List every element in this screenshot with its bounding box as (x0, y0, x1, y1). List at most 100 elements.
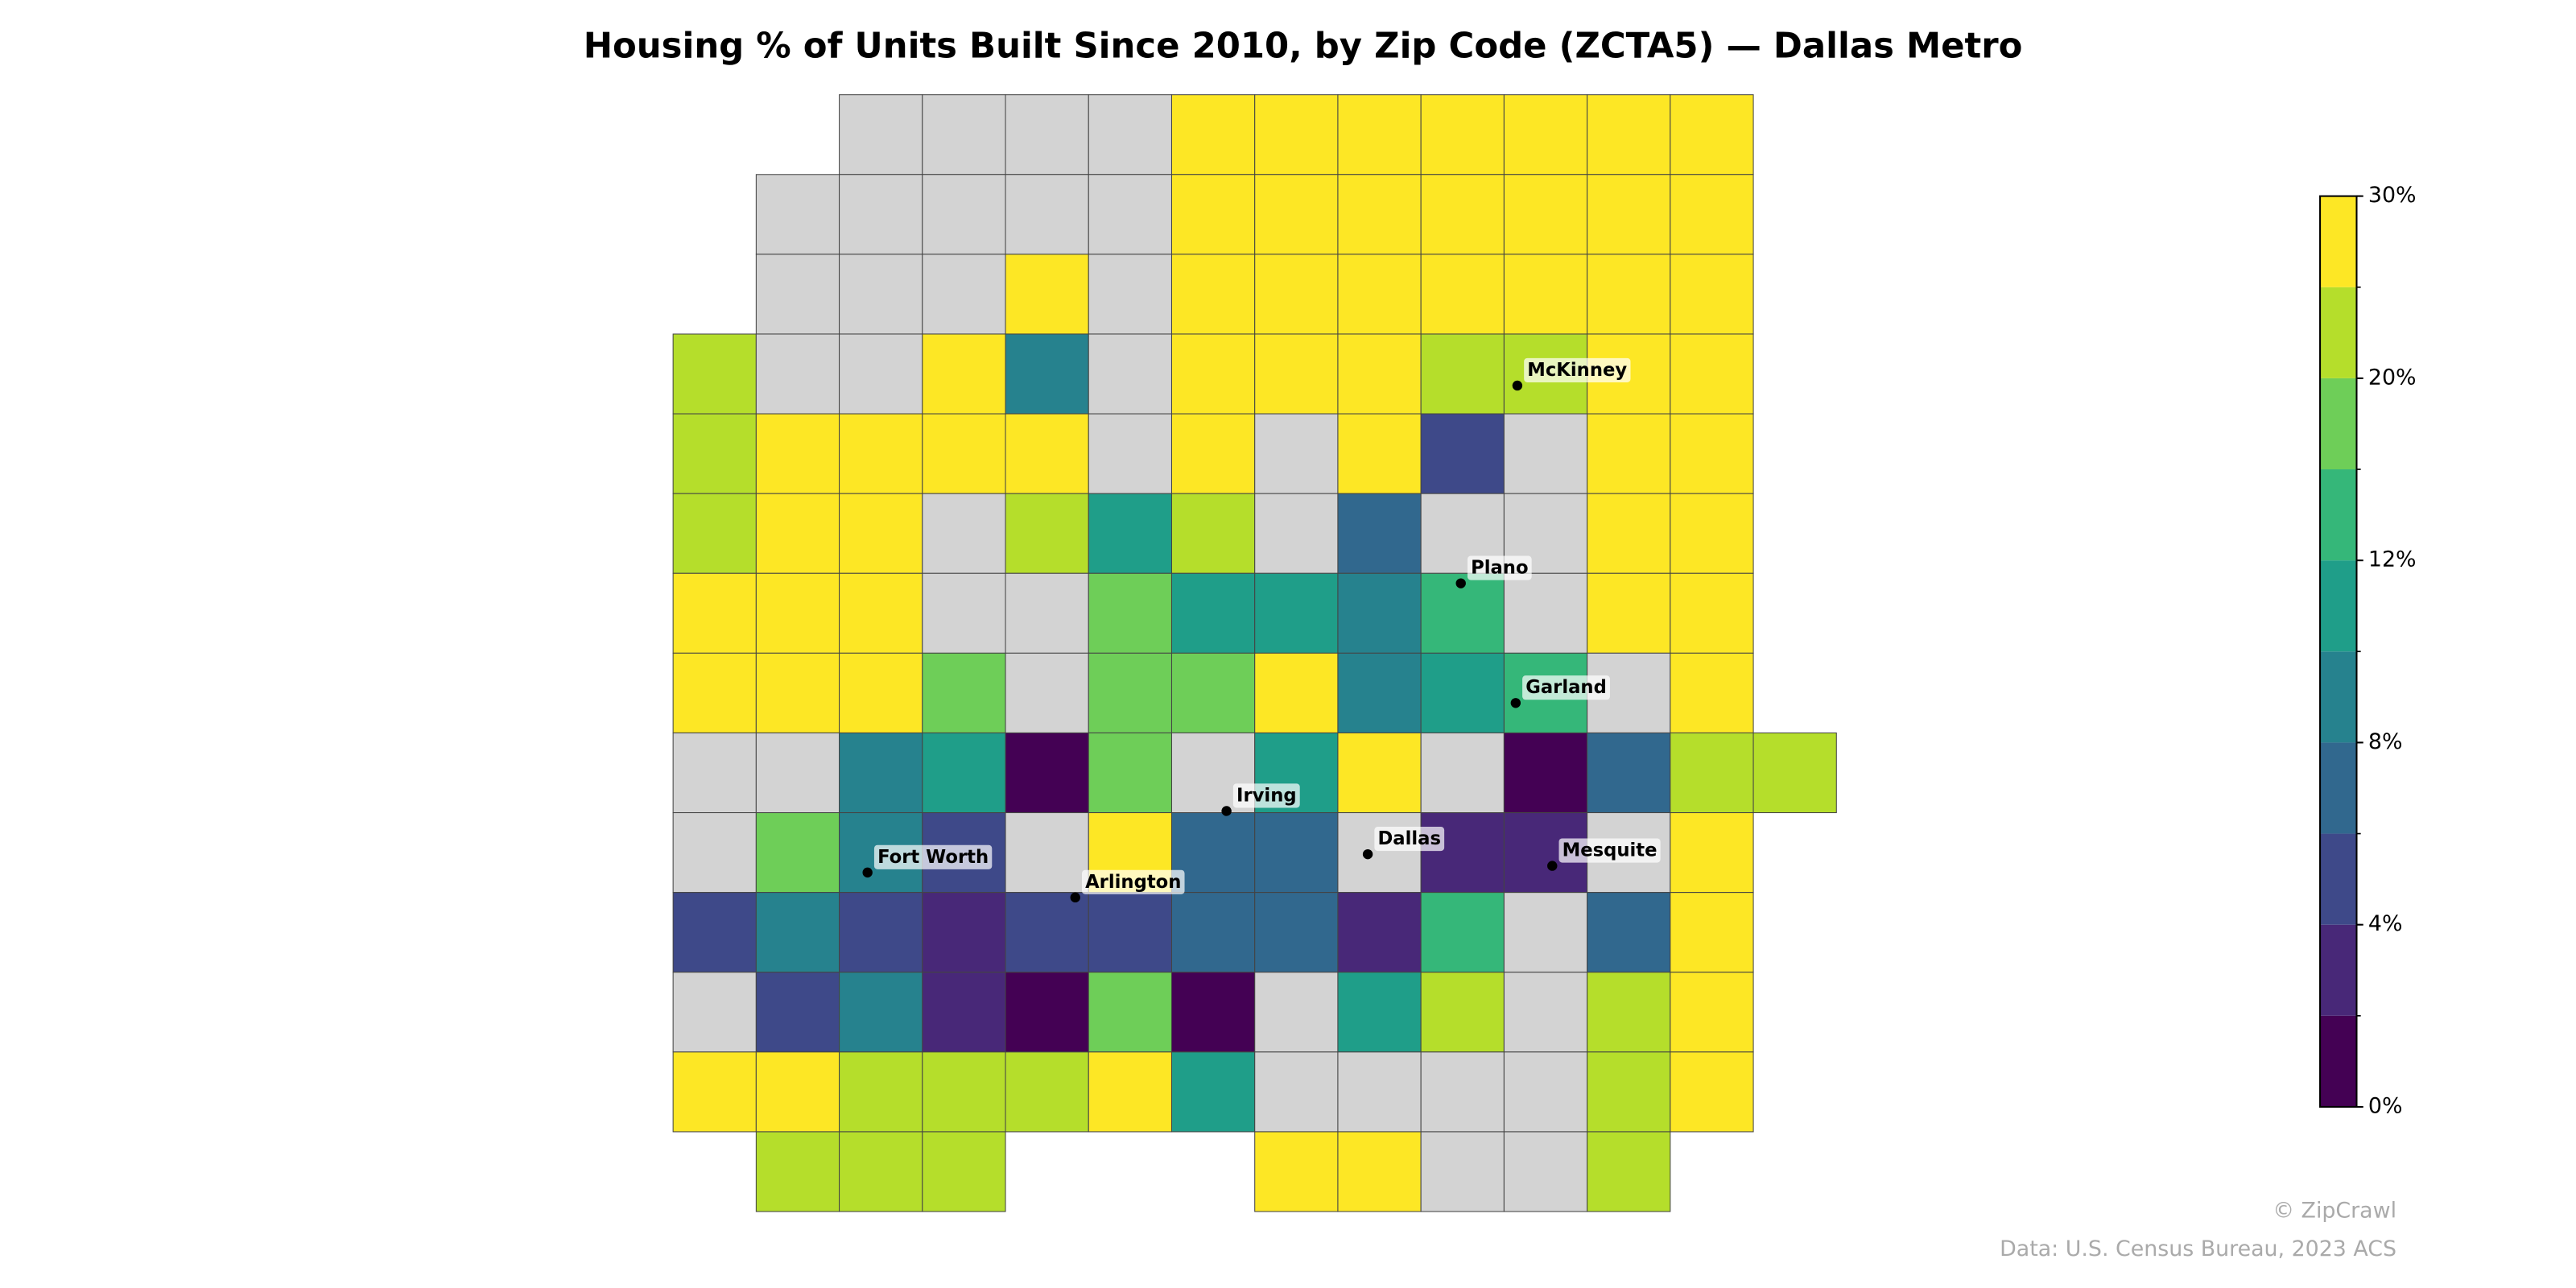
zip-zone (922, 572, 1006, 654)
city-dot (1512, 380, 1523, 391)
colorbar-tick-label: 4% (2368, 911, 2403, 936)
zip-zone (1170, 413, 1256, 494)
zip-zone (1254, 572, 1339, 654)
zip-zone (1170, 572, 1256, 654)
zip-zone (922, 94, 1006, 175)
zip-zone (1420, 413, 1505, 494)
zip-zone (1005, 493, 1089, 574)
zip-zone (1587, 413, 1671, 494)
zip-zone (1503, 892, 1588, 973)
zip-zone (1670, 254, 1754, 335)
zip-zone (1587, 1131, 1671, 1212)
zip-zone (755, 972, 840, 1053)
city-label: Fort Worth (877, 847, 989, 868)
zip-zone (755, 572, 840, 654)
zip-zone (1420, 174, 1505, 255)
source-note: Data: U.S. Census Bureau, 2023 ACS (2000, 1236, 2396, 1261)
zip-zone (755, 892, 840, 973)
zip-zone (1005, 333, 1089, 415)
zip-zone (1587, 572, 1671, 654)
zip-zone (1420, 333, 1505, 415)
zip-zone (839, 174, 923, 255)
zip-zone (755, 732, 840, 814)
colorbar-bin (2320, 469, 2357, 561)
zip-zone (922, 254, 1006, 335)
zip-zone (839, 254, 923, 335)
zip-zone (1254, 972, 1339, 1053)
zip-zone (1088, 413, 1172, 494)
zip-zone (672, 413, 757, 494)
zip-zone (1670, 812, 1754, 894)
zip-zone (1005, 572, 1089, 654)
zip-zone (1670, 972, 1754, 1053)
zip-zone (1503, 1051, 1588, 1133)
city-dot (1455, 578, 1466, 588)
city-dot (1221, 806, 1232, 816)
zip-zone (1170, 892, 1256, 973)
zip-zone (672, 572, 757, 654)
zip-zone (1420, 972, 1505, 1053)
city-label: Dallas (1377, 828, 1441, 849)
city-label-bg (1467, 555, 1532, 580)
zip-zone (1670, 652, 1754, 733)
zip-zone (1337, 732, 1422, 814)
zip-zone (839, 94, 923, 175)
city-label-bg (1232, 783, 1300, 808)
zip-zone (1254, 413, 1339, 494)
zip-zone (1088, 732, 1172, 814)
colorbar-tick-label: 30% (2368, 183, 2417, 208)
zip-zone (755, 413, 840, 494)
zip-zone (1503, 572, 1588, 654)
colorbar-bin (2320, 560, 2357, 652)
zip-zone (1670, 1051, 1754, 1133)
zip-zone (1337, 174, 1422, 255)
zip-zone (1005, 892, 1089, 973)
zip-zone (839, 572, 923, 654)
zip-zone (672, 1051, 757, 1133)
zip-zone (672, 812, 757, 894)
zip-zone (1670, 493, 1754, 574)
zip-zone (1088, 972, 1172, 1053)
zip-zone (755, 493, 840, 574)
zip-zone (839, 413, 923, 494)
zip-zone (1170, 652, 1256, 733)
zip-zone (1503, 174, 1588, 255)
zip-zone (1088, 174, 1172, 255)
zip-zone (1337, 892, 1422, 973)
zip-zone (1254, 1131, 1339, 1212)
zip-zone (1420, 1051, 1505, 1133)
zip-zone (839, 333, 923, 415)
zip-zone (1420, 254, 1505, 335)
zip-zone (1088, 892, 1172, 973)
colorbar-bin (2320, 651, 2357, 743)
zip-zone (755, 333, 840, 415)
zip-zone (1337, 333, 1422, 415)
zip-zone (922, 1131, 1006, 1212)
city-dot (1362, 848, 1373, 860)
zip-zone (1005, 652, 1089, 733)
city-label-bg (1522, 675, 1610, 700)
zip-zone (1587, 94, 1671, 175)
zip-zone (1503, 972, 1588, 1053)
zip-zone (1587, 972, 1671, 1053)
zip-zone (1587, 254, 1671, 335)
zip-zone (1503, 254, 1588, 335)
zip-zone (1337, 812, 1422, 894)
zip-zone (922, 493, 1006, 574)
city-label: Plano (1471, 558, 1528, 579)
zip-zone (1005, 174, 1089, 255)
colorbar-tick-label: 8% (2368, 729, 2403, 754)
zip-zone (1254, 1051, 1339, 1133)
zip-zone (1503, 94, 1588, 175)
zip-zone (1503, 413, 1588, 494)
map-title: Housing % of Units Built Since 2010, by … (584, 26, 2023, 66)
zip-zone (1420, 652, 1505, 733)
zip-zone (1337, 972, 1422, 1053)
zip-zone (1337, 493, 1422, 574)
zip-zone (839, 493, 923, 574)
city-label: Arlington (1085, 872, 1181, 893)
zip-zone (1005, 732, 1089, 814)
zip-zone (1170, 1051, 1256, 1133)
